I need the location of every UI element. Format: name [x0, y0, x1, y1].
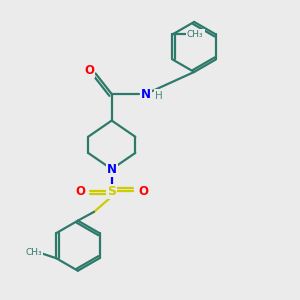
- Text: S: S: [107, 185, 116, 198]
- Text: O: O: [138, 185, 148, 198]
- Text: O: O: [75, 185, 85, 198]
- Text: H: H: [155, 91, 163, 100]
- Text: N: N: [141, 88, 151, 100]
- Text: N: N: [107, 163, 117, 176]
- Text: CH₃: CH₃: [26, 248, 42, 257]
- Text: CH₃: CH₃: [187, 30, 203, 39]
- Text: O: O: [84, 64, 94, 77]
